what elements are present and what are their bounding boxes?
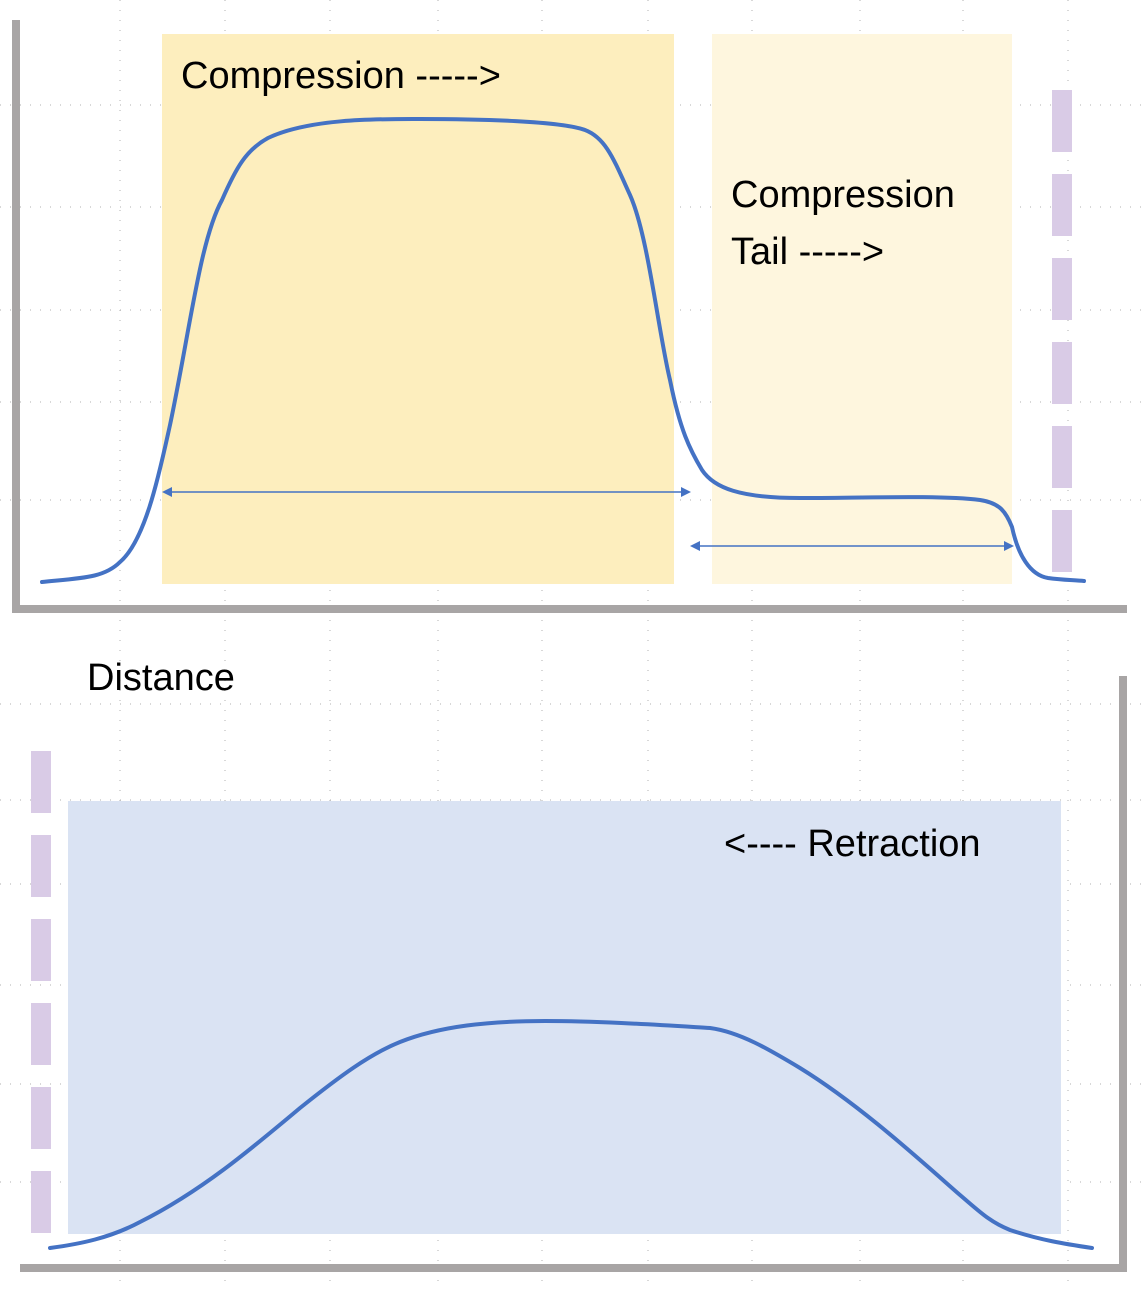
retraction-region <box>68 801 1061 1234</box>
compression-tail-label-line2: Tail -----> <box>731 231 884 273</box>
compression-region <box>162 34 674 584</box>
bottom-panel: <---- Retraction <box>20 676 1127 1272</box>
compression-tail-region <box>712 34 1012 584</box>
top-panel: Compression -----> Compression Tail ----… <box>12 20 1127 613</box>
compression-tail-label-line1: Compression <box>731 174 955 216</box>
distance-label: Distance <box>87 657 235 699</box>
retraction-force-curve <box>48 1019 1094 1250</box>
compression-force-curve <box>40 116 1086 584</box>
compression-label: Compression -----> <box>181 55 501 97</box>
retraction-label: <---- Retraction <box>724 823 981 865</box>
